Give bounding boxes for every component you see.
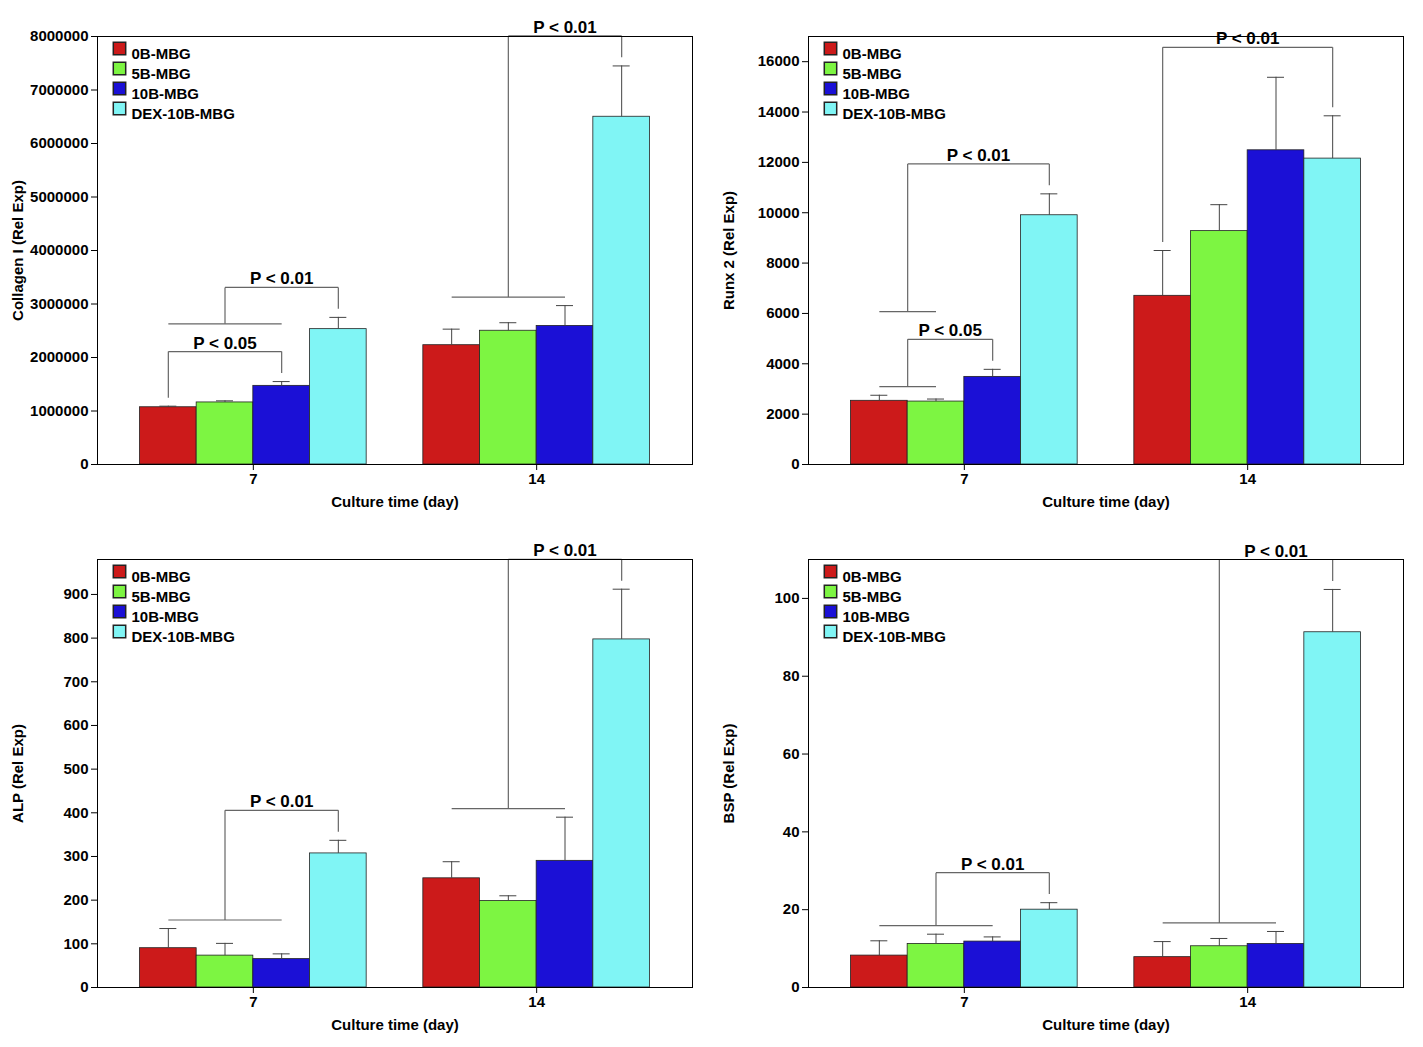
svg-text:DEX-10B-MBG: DEX-10B-MBG [843, 628, 946, 645]
svg-text:5B-MBG: 5B-MBG [843, 65, 902, 82]
svg-text:14: 14 [528, 470, 545, 487]
svg-text:4000000: 4000000 [30, 241, 88, 258]
html-text:a: a [4, 2, 19, 32]
svg-text:Culture time (day): Culture time (day) [1042, 1016, 1170, 1033]
svg-text:P < 0.01: P < 0.01 [533, 541, 597, 560]
svg-text:P < 0.05: P < 0.05 [193, 334, 257, 353]
svg-text:P < 0.01: P < 0.01 [533, 18, 597, 37]
svg-text:12000: 12000 [758, 153, 800, 170]
svg-text:60: 60 [783, 745, 800, 762]
svg-text:1000000: 1000000 [30, 402, 88, 419]
svg-text:0: 0 [80, 978, 88, 995]
html-text:c: c [4, 525, 19, 555]
svg-text:300: 300 [63, 847, 88, 864]
svg-text:200: 200 [63, 891, 88, 908]
svg-text:ALP (Rel Exp): ALP (Rel Exp) [9, 724, 26, 823]
svg-text:10000: 10000 [758, 204, 800, 221]
svg-text:3000000: 3000000 [30, 295, 88, 312]
svg-text:DEX-10B-MBG: DEX-10B-MBG [843, 105, 946, 122]
svg-text:0B-MBG: 0B-MBG [843, 568, 902, 585]
svg-text:14: 14 [1239, 993, 1256, 1010]
html-text:d: d [715, 525, 731, 555]
html-text:b: b [715, 2, 731, 32]
svg-text:80: 80 [783, 667, 800, 684]
svg-text:10B-MBG: 10B-MBG [843, 85, 911, 102]
svg-text:600: 600 [63, 716, 88, 733]
svg-text:0: 0 [791, 455, 799, 472]
svg-text:10B-MBG: 10B-MBG [843, 608, 911, 625]
svg-text:100: 100 [63, 935, 88, 952]
svg-text:6000: 6000 [766, 304, 799, 321]
svg-text:7: 7 [960, 470, 968, 487]
svg-text:0: 0 [791, 978, 799, 995]
svg-text:900: 900 [63, 585, 88, 602]
svg-text:Culture time (day): Culture time (day) [331, 1016, 459, 1033]
svg-text:P < 0.01: P < 0.01 [1216, 29, 1280, 48]
svg-text:DEX-10B-MBG: DEX-10B-MBG [132, 105, 235, 122]
svg-text:BSP (Rel Exp): BSP (Rel Exp) [720, 724, 737, 824]
svg-text:400: 400 [63, 804, 88, 821]
svg-text:Culture time (day): Culture time (day) [331, 493, 459, 510]
svg-text:7: 7 [960, 993, 968, 1010]
svg-text:2000000: 2000000 [30, 348, 88, 365]
svg-text:0B-MBG: 0B-MBG [132, 568, 191, 585]
svg-text:Collagen I (Rel Exp): Collagen I (Rel Exp) [9, 180, 26, 321]
svg-text:P < 0.05: P < 0.05 [918, 321, 982, 340]
svg-text:8000000: 8000000 [30, 27, 88, 44]
svg-text:7: 7 [249, 470, 257, 487]
svg-text:6000000: 6000000 [30, 134, 88, 151]
svg-text:800: 800 [63, 629, 88, 646]
svg-text:P < 0.01: P < 0.01 [961, 855, 1025, 874]
svg-text:Runx 2 (Rel Exp): Runx 2 (Rel Exp) [720, 191, 737, 310]
svg-text:14: 14 [1239, 470, 1256, 487]
svg-text:P < 0.01: P < 0.01 [947, 146, 1011, 165]
svg-text:8000: 8000 [766, 254, 799, 271]
svg-text:700: 700 [63, 673, 88, 690]
svg-text:5B-MBG: 5B-MBG [132, 65, 191, 82]
svg-text:14000: 14000 [758, 103, 800, 120]
svg-text:10B-MBG: 10B-MBG [132, 85, 200, 102]
svg-text:P < 0.01: P < 0.01 [250, 792, 314, 811]
svg-text:16000: 16000 [758, 52, 800, 69]
svg-text:0B-MBG: 0B-MBG [843, 45, 902, 62]
svg-text:P < 0.01: P < 0.01 [250, 269, 314, 288]
svg-text:500: 500 [63, 760, 88, 777]
svg-text:10B-MBG: 10B-MBG [132, 608, 200, 625]
svg-text:Culture time (day): Culture time (day) [1042, 493, 1170, 510]
svg-text:5B-MBG: 5B-MBG [132, 588, 191, 605]
svg-text:5B-MBG: 5B-MBG [843, 588, 902, 605]
svg-text:2000: 2000 [766, 405, 799, 422]
svg-text:100: 100 [774, 589, 799, 606]
svg-text:0B-MBG: 0B-MBG [132, 45, 191, 62]
svg-text:14: 14 [528, 993, 545, 1010]
svg-text:4000: 4000 [766, 355, 799, 372]
svg-text:20: 20 [783, 900, 800, 917]
svg-text:7000000: 7000000 [30, 81, 88, 98]
svg-text:7: 7 [249, 993, 257, 1010]
svg-text:0: 0 [80, 455, 88, 472]
svg-text:DEX-10B-MBG: DEX-10B-MBG [132, 628, 235, 645]
svg-text:P < 0.01: P < 0.01 [1244, 542, 1308, 561]
svg-text:5000000: 5000000 [30, 188, 88, 205]
svg-text:40: 40 [783, 823, 800, 840]
